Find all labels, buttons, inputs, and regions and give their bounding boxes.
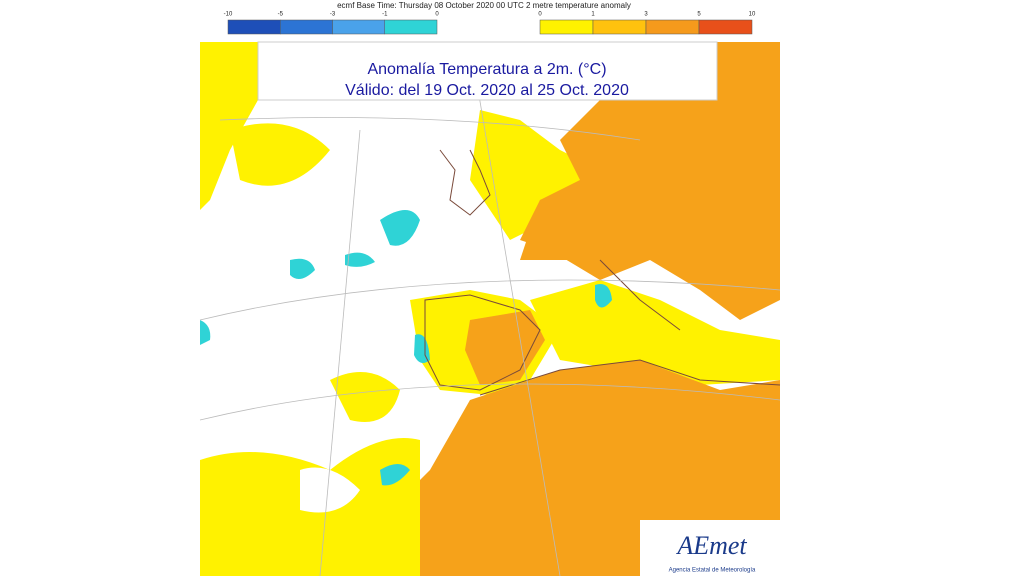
legend-swatch — [698, 19, 753, 35]
legend-tick: -1 — [382, 12, 388, 18]
legend-tick: -5 — [278, 12, 284, 18]
header: ecmf Base Time: Thursday 08 October 2020… — [337, 1, 631, 10]
legend-swatch — [539, 19, 594, 35]
map-subtitle: Válido: del 19 Oct. 2020 al 25 Oct. 2020 — [345, 82, 629, 99]
legend-tick: 0 — [538, 12, 542, 18]
legend-swatch — [227, 19, 281, 35]
logo-box — [640, 520, 780, 576]
legend-swatch — [384, 19, 438, 35]
legend-tick: 3 — [644, 12, 648, 18]
legend-swatch — [332, 19, 385, 35]
title-box — [257, 41, 718, 101]
legend-tick: 0 — [435, 12, 439, 18]
legend-tick: -10 — [224, 12, 233, 18]
legend-tick: -3 — [330, 12, 336, 18]
legend-swatch — [592, 19, 647, 35]
legend-swatch — [280, 19, 333, 35]
legend-tick: 1 — [591, 12, 595, 18]
logo: AEmet — [675, 531, 747, 560]
map — [199, 41, 781, 577]
legend-tick: 10 — [749, 12, 756, 18]
legend: -10 -5 -3 -1 0 0 1 3 5 10 — [224, 12, 756, 35]
legend-tick: 5 — [697, 12, 701, 18]
legend-swatch — [645, 19, 700, 35]
logo-caption: Agencia Estatal de Meteorología — [669, 568, 756, 574]
map-title: Anomalía Temperatura a 2m. (°C) — [367, 61, 606, 78]
